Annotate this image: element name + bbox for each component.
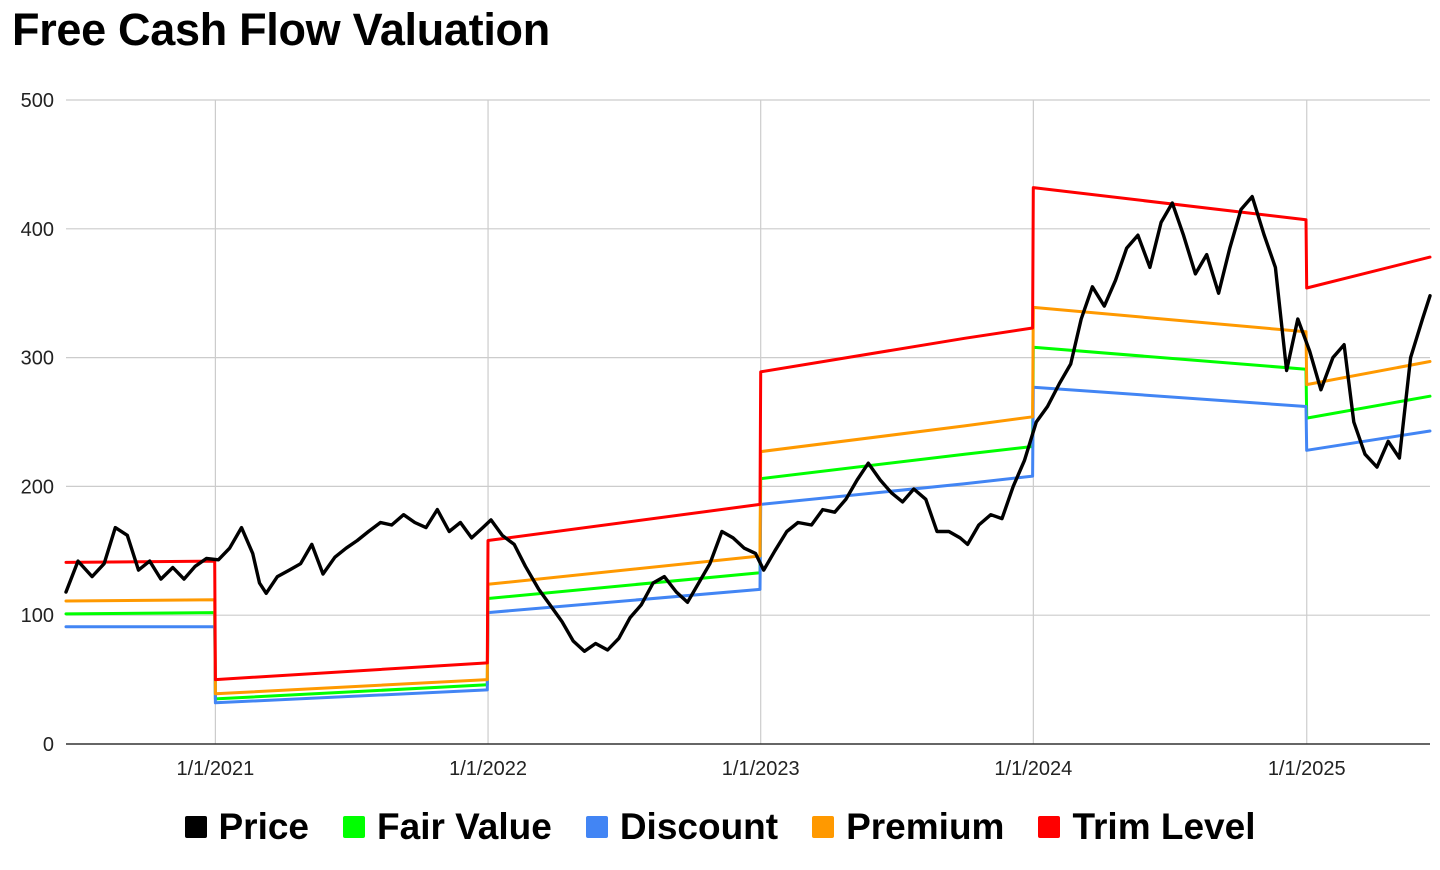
chart-title: Free Cash Flow Valuation (12, 4, 550, 55)
series-line-price (64, 194, 1432, 653)
x-tick-label: 1/1/2024 (994, 758, 1072, 780)
legend: Price Fair Value Discount Premium Trim Level (0, 806, 1440, 848)
series-line-discount (64, 385, 1432, 705)
legend-swatch (343, 816, 366, 838)
legend-item-fair-value: Fair Value (343, 806, 552, 848)
legend-label: Premium (846, 806, 1005, 847)
legend-label: Discount (619, 806, 779, 847)
legend-swatch (184, 816, 207, 838)
series-layer (64, 186, 1432, 705)
legend-swatch (812, 816, 835, 838)
y-tick-label: 200 (21, 476, 54, 498)
legend-swatch (585, 816, 608, 838)
x-tick-label: 1/1/2021 (176, 758, 254, 780)
legend-item-premium: Premium (812, 806, 1004, 848)
y-tick-label: 500 (21, 90, 54, 112)
y-tick-label: 400 (21, 219, 54, 241)
legend-swatch (1038, 816, 1061, 838)
legend-label: Trim Level (1072, 806, 1256, 847)
axis-layer: 0 100 200 300 400 500 1/1/2021 1/1/2022 1/1/2023… (21, 90, 1430, 780)
legend-label: Price (218, 806, 310, 847)
legend-item-trim-level: Trim Level (1038, 806, 1255, 848)
series-line-trim-level (64, 186, 1432, 682)
x-tick-label: 1/1/2025 (1268, 758, 1346, 780)
x-tick-label: 1/1/2022 (449, 758, 527, 780)
legend-item-discount: Discount (585, 806, 779, 848)
y-tick-label: 100 (21, 605, 54, 627)
grid-layer (66, 99, 1430, 744)
legend-item-price: Price (184, 806, 310, 848)
legend-label: Fair Value (377, 806, 552, 847)
y-tick-label: 0 (43, 734, 54, 756)
series-line-premium (64, 305, 1432, 696)
y-tick-label: 300 (21, 348, 54, 370)
x-tick-label: 1/1/2023 (722, 758, 800, 780)
